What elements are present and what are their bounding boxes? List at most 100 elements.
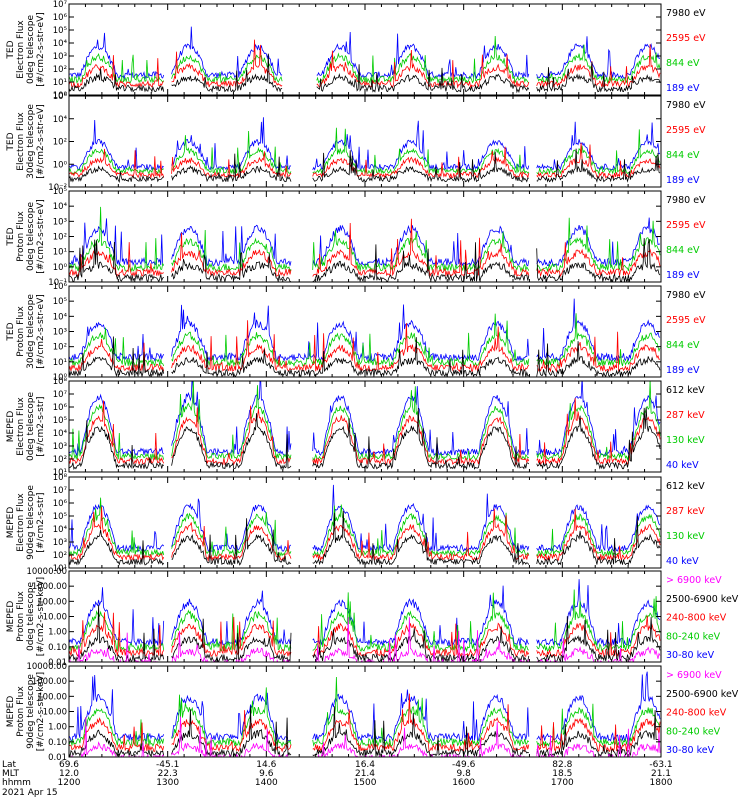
ytick-label: 1000.00 xyxy=(32,677,67,687)
ytick-label: 0.01 xyxy=(48,658,67,668)
x-row-label: MLT xyxy=(2,769,20,779)
ytick-label: 10⁸ xyxy=(53,377,68,387)
ytick-label: 10⁴ xyxy=(53,312,68,322)
ylabel-line: [#/cm2-s-str-keV] xyxy=(36,672,46,751)
legend-entry: 844 eV xyxy=(666,58,700,69)
ytick-label: 10¹ xyxy=(53,468,67,478)
ytick-label: 10³ xyxy=(53,442,67,452)
trace-80-240-kev xyxy=(69,676,661,748)
panel-8-traces xyxy=(69,671,661,757)
trace-7980-ev xyxy=(69,148,661,184)
legend-entry: 130 keV xyxy=(666,531,705,542)
mlt-tick-label: 9.8 xyxy=(457,769,472,779)
ylabel-line: MEPED xyxy=(6,411,16,443)
legend-entry: 7980 eV xyxy=(666,8,706,19)
ytick-label: 10000.00 xyxy=(26,567,67,577)
ytick-label: 10⁶ xyxy=(53,92,68,102)
panel-frame xyxy=(68,285,662,378)
ytick-label: 10² xyxy=(53,138,67,148)
panel-1: 10⁰ 10¹ 10² 10³ 10⁴ 10⁵ 10⁶ 10⁷ TED Electron Flux… xyxy=(6,0,706,101)
panel-frame xyxy=(68,190,662,283)
ylabel-line: [#/cm2-s-str] xyxy=(36,492,46,552)
ylabel-line: [#/cm2-s-str-eV] xyxy=(36,294,46,369)
legend-entry: 844 eV xyxy=(666,150,700,161)
trace-7980-ev xyxy=(69,53,661,94)
panel-5-traces xyxy=(69,381,661,471)
ylabel-line: 90deg telescope xyxy=(26,674,36,749)
legend-entry: 240-800 keV xyxy=(666,708,727,719)
ytick-label: 10⁴ xyxy=(53,115,68,125)
mlt-tick-label: 18.5 xyxy=(552,769,572,779)
ytick-label: 10⁴ xyxy=(53,429,68,439)
legend-entry: 130 keV xyxy=(666,435,705,446)
ytick-label: 10⁷ xyxy=(53,0,68,10)
lat-tick-label: 16.4 xyxy=(355,760,375,770)
ytick-label: 10⁵ xyxy=(53,297,67,307)
legend-entry: 2595 eV xyxy=(666,315,706,326)
ylabel-line: Proton Flux xyxy=(16,591,26,642)
ylabel-line: 0deg telescope xyxy=(26,582,36,652)
legend-entry: 844 eV xyxy=(666,340,700,351)
ytick-label: 10.00 xyxy=(43,613,67,623)
legend-entry: 2500-6900 keV xyxy=(666,689,739,700)
legend-entry: 40 keV xyxy=(666,460,699,471)
ytick-label: 0.10 xyxy=(48,738,67,748)
legend-entry: 2595 eV xyxy=(666,33,706,44)
x-row-label: Lat xyxy=(2,760,17,770)
ytick-label: 10¹ xyxy=(53,78,67,88)
trace-612-kev xyxy=(69,407,661,471)
ytick-label: 0.10 xyxy=(48,643,67,653)
ytick-label: 10⁵ xyxy=(53,26,67,36)
trace-7980-ev xyxy=(69,238,661,282)
trace-30-80-kev xyxy=(69,671,661,743)
panel-7-traces xyxy=(69,579,661,662)
trace-844-ev xyxy=(69,35,661,85)
legend-entry: 240-800 keV xyxy=(666,613,727,624)
legend-entry: 7980 eV xyxy=(666,100,706,111)
ytick-label: 10.00 xyxy=(43,708,67,718)
panel-5: 10¹ 10² 10³ 10⁴ 10⁵ 10⁶ 10⁷ 10⁸ MEPED Electron Fl… xyxy=(6,377,705,478)
lat-tick-label: 82.8 xyxy=(552,760,572,770)
ylabel-line: [#/cm2-s-str-eV] xyxy=(36,104,46,179)
ytick-label: 10000.00 xyxy=(26,662,67,672)
trace-130-kev xyxy=(69,381,661,462)
trace-287-kev xyxy=(69,398,661,466)
ylabel-line: Proton Flux xyxy=(16,686,26,737)
ylabel-line: 0deg telescope xyxy=(26,202,36,272)
legend-entry: 189 eV xyxy=(666,175,700,186)
lat-tick-label: -45.1 xyxy=(156,760,179,770)
ytick-label: 10⁸ xyxy=(53,473,68,483)
legend-entry: 189 eV xyxy=(666,270,700,281)
ytick-label: 10⁶ xyxy=(53,403,68,413)
legend-entry: 30-80 keV xyxy=(666,745,715,756)
trace-2595-ev xyxy=(69,142,661,180)
ylabel-line: 0deg telescope xyxy=(26,15,36,85)
legend-entry: 30-80 keV xyxy=(666,650,715,661)
ytick-label: 10⁵ xyxy=(53,416,67,426)
ytick-label: 10⁰ xyxy=(53,263,68,273)
ytick-label: 10² xyxy=(53,233,67,243)
time-tick-label: 1300 xyxy=(156,778,179,788)
ytick-label: 10⁵ xyxy=(53,187,67,197)
trace-287-kev xyxy=(69,506,661,562)
legend-entry: 189 eV xyxy=(666,83,700,94)
lat-tick-label: -63.1 xyxy=(649,760,672,770)
ylabel-line: TED xyxy=(6,322,16,341)
legend-entry: > 6900 keV xyxy=(666,575,722,586)
ytick-label: 10² xyxy=(53,455,67,465)
ylabel-line: Proton Flux xyxy=(16,211,26,262)
ylabel-line: 90deg telescope xyxy=(26,485,36,560)
legend-entry: 844 eV xyxy=(666,245,700,256)
ylabel-line: [#/cm2-s-str-eV] xyxy=(36,199,46,274)
ylabel-line: Electron Flux xyxy=(16,20,26,79)
trace-844-ev xyxy=(69,206,661,273)
trace-240-800-kev xyxy=(69,612,661,658)
ylabel-line: MEPED xyxy=(6,601,16,633)
panel-3: 10⁻¹ 10⁰ 10¹ 10² 10³ 10⁴ 10⁵ TED Proton Flux 0deg… xyxy=(6,187,706,288)
panel-4-traces xyxy=(69,298,661,377)
ytick-label: 10³ xyxy=(53,217,67,227)
time-tick-label: 1500 xyxy=(354,778,377,788)
ytick-label: 1.00 xyxy=(48,628,67,638)
mlt-tick-label: 21.1 xyxy=(651,769,671,779)
